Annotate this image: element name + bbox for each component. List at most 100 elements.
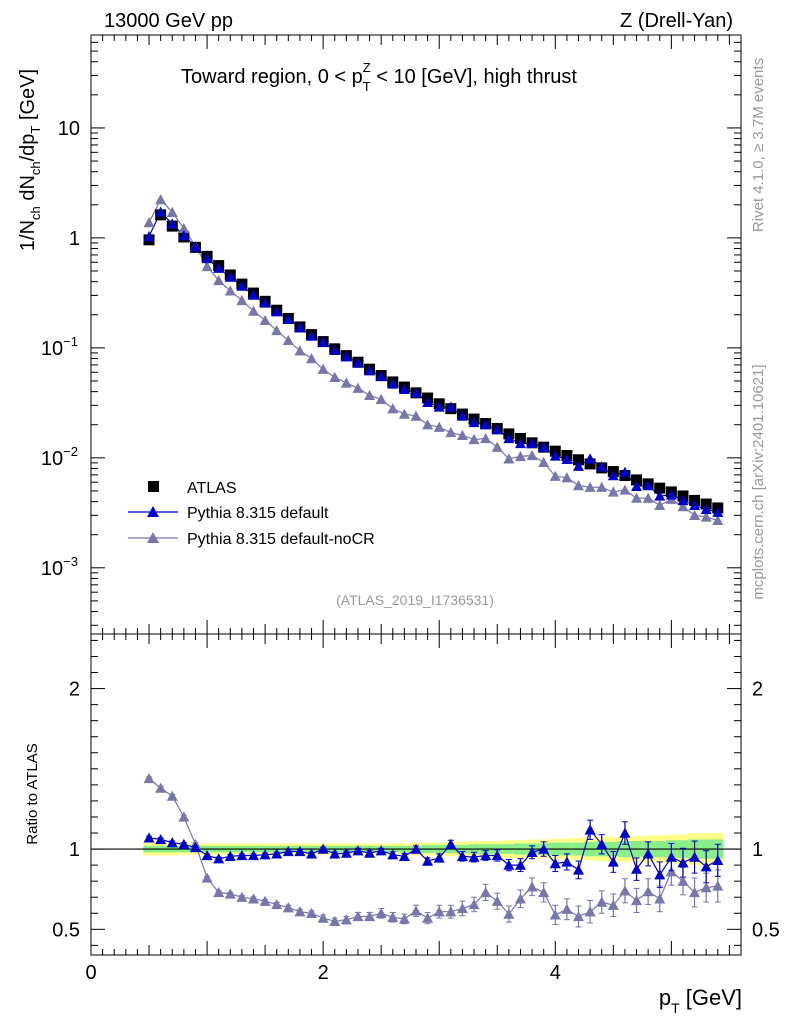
default-point	[538, 441, 550, 452]
ratio-default-point	[445, 838, 457, 849]
ratio-nocr-point	[178, 811, 190, 822]
atlas-point	[573, 454, 584, 466]
ratio-x-axis: 0 2 4	[85, 634, 742, 984]
ratio-default-point	[689, 851, 701, 862]
ratio-series-layer	[143, 772, 724, 928]
ratio-nocr-point	[445, 906, 457, 917]
nocr-point	[201, 260, 213, 272]
nocr-point	[166, 206, 178, 217]
ratio-nocr-point	[271, 898, 283, 910]
rivet-label: Rivet 4.1.0, ≥ 3.7M events	[750, 58, 767, 232]
ratio-default-point	[155, 833, 167, 845]
nocr-point	[514, 450, 526, 462]
atlas-point	[584, 458, 596, 470]
default-point	[201, 252, 213, 264]
default-point	[584, 453, 596, 464]
default-point	[700, 503, 712, 515]
legend-label-atlas: ATLAS	[187, 480, 237, 497]
nocr-point	[306, 353, 318, 364]
ratio-default-point	[642, 848, 654, 859]
default-point	[294, 322, 306, 333]
ratio-default-point	[387, 849, 399, 860]
nocr-point	[398, 408, 410, 419]
ratio-default-point	[491, 849, 503, 861]
nocr-point	[596, 481, 608, 492]
nocr-point	[689, 509, 701, 521]
ratio-default-point	[573, 864, 584, 875]
ratio-nocr-point	[468, 898, 480, 910]
default-point	[712, 506, 724, 517]
ratio-nocr-point	[201, 872, 213, 883]
x-axis-label: pT [GeV]	[659, 985, 742, 1016]
ratio-default-point	[538, 843, 550, 854]
ratio-nocr-point	[503, 908, 515, 919]
ratio-default-point	[480, 849, 492, 861]
nocr-point	[561, 472, 573, 483]
y-tick-label: 1	[69, 228, 80, 250]
ratio-default-point	[259, 849, 271, 860]
ratio-nocr-point	[677, 875, 689, 886]
nocr-point	[213, 274, 225, 286]
ratio-default-point	[143, 832, 155, 843]
legend-marker-default	[147, 506, 159, 517]
ratio-default-point	[607, 856, 619, 867]
default-point	[642, 480, 654, 491]
nocr-point	[352, 382, 364, 393]
nocr-point	[677, 501, 689, 512]
nocr-point	[329, 371, 341, 382]
atlas-point	[631, 474, 643, 486]
ratio-default-point	[201, 849, 213, 861]
ratio-nocr-point	[282, 902, 294, 913]
nocr-point	[422, 419, 434, 430]
ratio-default-point	[422, 855, 434, 866]
default-point	[689, 499, 701, 510]
ratio-default-point	[213, 853, 225, 864]
ratio-nocr-point	[561, 903, 573, 914]
ratio-nocr-point	[398, 913, 410, 924]
nocr-point	[375, 393, 387, 405]
ratio-default-point	[631, 863, 643, 874]
nocr-point	[433, 421, 445, 432]
x-tick-label: 2	[318, 962, 329, 984]
default-point	[166, 218, 178, 229]
nocr-point	[526, 449, 538, 461]
nocr-point	[248, 305, 259, 316]
ratio-default-point	[248, 849, 259, 861]
ratio-default-point	[178, 838, 190, 849]
ratio-nocr-point	[538, 886, 550, 898]
y-tick-label: 10	[58, 118, 80, 140]
ratio-y-tick-label-right: 2	[752, 679, 763, 701]
nocr-point	[573, 480, 584, 491]
default-point	[352, 357, 364, 368]
legend-label-nocr: Pythia 8.315 default-noCR	[187, 531, 375, 548]
nocr-point	[491, 441, 503, 452]
ratio-nocr-point	[375, 907, 387, 918]
default-point	[143, 230, 155, 242]
ratio-nocr-point	[433, 906, 445, 917]
legend: ATLAS Pythia 8.315 default Pythia 8.315 …	[128, 480, 375, 548]
ratio-default-point	[410, 843, 422, 854]
default-point	[433, 401, 445, 412]
ratio-default-point	[375, 845, 387, 856]
default-point	[317, 336, 329, 347]
ratio-default-point	[584, 824, 596, 835]
nocr-point	[642, 492, 654, 503]
default-point	[491, 424, 503, 435]
ratio-nocr-point	[480, 886, 492, 898]
nocr-point	[178, 222, 190, 234]
ratio-default-point	[514, 859, 526, 870]
ratio-nocr-point	[294, 906, 306, 917]
ratio-nocr-point	[387, 911, 399, 922]
ratio-nocr-point	[259, 895, 271, 906]
ratio-nocr-point	[607, 899, 619, 910]
ratio-y-axis: 0.5 0.5 1 1 2 2	[52, 639, 780, 946]
ratio-nocr-point	[166, 790, 178, 801]
main-title: Toward region, 0 < pTZ < 10 [GeV], high …	[181, 60, 577, 94]
nocr-point	[607, 486, 619, 497]
default-point	[445, 401, 457, 412]
ratio-y-tick-label: 0.5	[52, 919, 80, 941]
nocr-point	[259, 314, 271, 326]
ratio-nocr-point	[143, 772, 155, 784]
series-line-1	[148, 210, 718, 513]
